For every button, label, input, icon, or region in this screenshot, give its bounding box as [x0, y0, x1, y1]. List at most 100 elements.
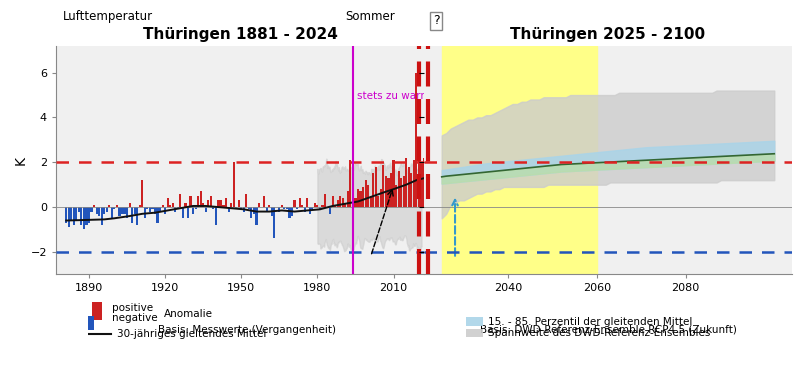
Bar: [126, 207, 128, 218]
Bar: [258, 203, 260, 207]
Bar: [346, 191, 349, 207]
Bar: [385, 176, 387, 207]
Bar: [212, 207, 214, 209]
Bar: [378, 196, 379, 207]
Title: Thüringen 1881 - 2024: Thüringen 1881 - 2024: [142, 27, 338, 42]
Bar: [88, 207, 90, 223]
Bar: [151, 207, 154, 209]
Bar: [331, 196, 334, 207]
Bar: [177, 207, 179, 209]
Bar: [319, 207, 321, 209]
Bar: [179, 194, 182, 207]
Bar: [334, 205, 336, 207]
Bar: [184, 203, 186, 207]
Bar: [118, 207, 121, 216]
Bar: [354, 198, 357, 207]
Bar: [164, 207, 166, 214]
Bar: [350, 160, 351, 207]
Bar: [106, 207, 108, 211]
Bar: [426, 167, 428, 207]
Text: Basis: DWD-Referenz-Ensemble RCP4.5 (Zukunft): Basis: DWD-Referenz-Ensemble RCP4.5 (Zuk…: [479, 325, 737, 335]
Bar: [270, 207, 273, 216]
Bar: [138, 205, 141, 207]
Bar: [374, 167, 377, 207]
Bar: [131, 207, 134, 223]
Bar: [273, 207, 275, 239]
Bar: [93, 205, 95, 207]
Bar: [157, 207, 158, 223]
Text: Lufttemperatur: Lufttemperatur: [63, 10, 154, 23]
Bar: [230, 203, 232, 207]
Y-axis label: K: K: [14, 155, 28, 165]
Bar: [220, 200, 222, 207]
Bar: [316, 205, 318, 207]
Bar: [80, 207, 82, 225]
Bar: [382, 165, 385, 207]
Bar: [205, 207, 207, 211]
Bar: [116, 205, 118, 207]
Bar: [235, 207, 238, 209]
Bar: [222, 205, 225, 207]
Bar: [194, 207, 197, 209]
Bar: [166, 198, 169, 207]
Bar: [428, 165, 430, 207]
Bar: [70, 207, 72, 221]
Bar: [227, 207, 230, 211]
Text: 15. - 85. Perzentil der gleitenden Mittel: 15. - 85. Perzentil der gleitenden Mitte…: [488, 317, 692, 327]
Bar: [248, 207, 250, 209]
Text: Anomalie: Anomalie: [164, 309, 213, 319]
Bar: [121, 207, 123, 214]
Bar: [309, 207, 311, 214]
Bar: [370, 196, 372, 207]
Bar: [192, 207, 194, 214]
Bar: [90, 207, 93, 211]
Bar: [110, 207, 113, 218]
Bar: [405, 158, 407, 207]
Bar: [294, 200, 296, 207]
Bar: [395, 185, 397, 207]
Bar: [144, 207, 146, 218]
Bar: [289, 207, 290, 218]
Bar: [298, 198, 301, 207]
Bar: [129, 203, 130, 207]
Bar: [339, 196, 342, 207]
Bar: [202, 203, 204, 207]
Bar: [408, 167, 410, 207]
Text: Sommer: Sommer: [345, 10, 394, 23]
Bar: [197, 196, 199, 207]
Bar: [380, 189, 382, 207]
Bar: [172, 203, 174, 207]
Bar: [301, 205, 303, 207]
Bar: [190, 196, 191, 207]
Bar: [311, 207, 314, 209]
Bar: [255, 207, 258, 225]
Bar: [352, 198, 354, 207]
Bar: [263, 196, 265, 207]
Bar: [136, 207, 138, 225]
Bar: [210, 196, 212, 207]
Bar: [253, 207, 255, 214]
Bar: [73, 207, 75, 225]
Bar: [390, 173, 392, 207]
Bar: [246, 194, 247, 207]
Bar: [359, 191, 362, 207]
Bar: [68, 207, 70, 227]
Bar: [398, 171, 400, 207]
Text: 30-jähriges gleitendes Mittel: 30-jähriges gleitendes Mittel: [117, 329, 266, 339]
Bar: [207, 200, 210, 207]
Bar: [423, 158, 425, 207]
Bar: [296, 207, 298, 209]
Bar: [362, 187, 364, 207]
Bar: [266, 207, 268, 211]
Bar: [146, 207, 149, 209]
Bar: [142, 180, 143, 207]
Bar: [114, 207, 115, 209]
Bar: [159, 207, 161, 211]
Bar: [415, 73, 418, 207]
Bar: [187, 207, 189, 218]
Bar: [86, 207, 87, 225]
Text: Spannweite des DWD-Referenz-Ensembles: Spannweite des DWD-Referenz-Ensembles: [488, 328, 710, 338]
Bar: [400, 178, 402, 207]
Bar: [410, 173, 412, 207]
Bar: [65, 207, 67, 223]
